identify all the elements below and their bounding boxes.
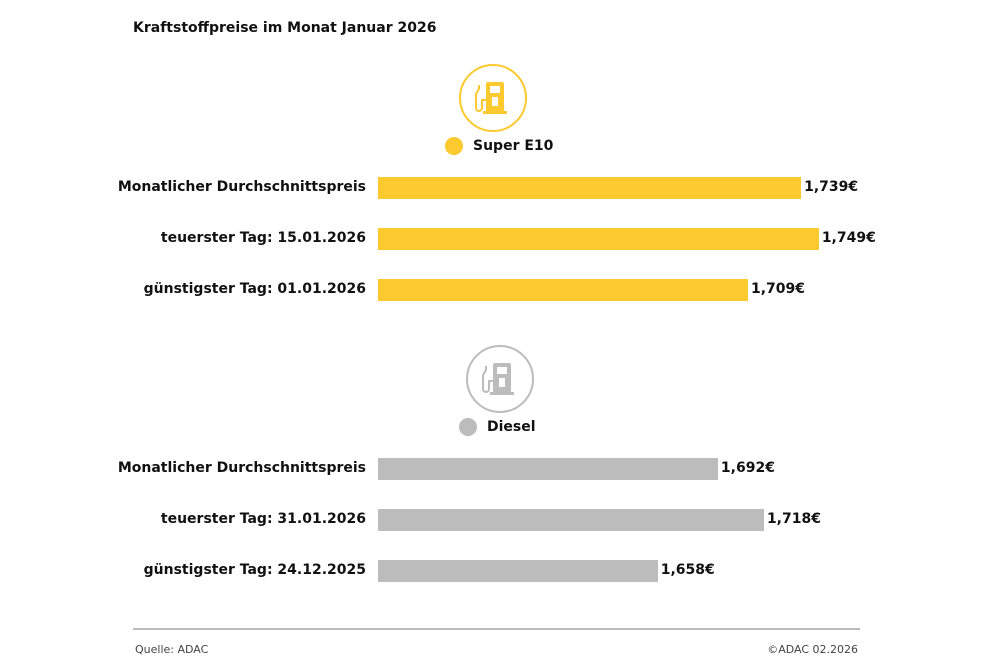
data-label: 1,692€	[720, 460, 775, 476]
source-note: Quelle: ADAC	[135, 643, 209, 656]
data-label: 1,709€	[751, 281, 806, 297]
category-label: Monatlicher Durchschnittspreis	[117, 179, 366, 195]
category-label: teuerster Tag: 31.01.2026	[160, 511, 366, 527]
copyright: ©ADAC 02.2026	[767, 643, 858, 656]
category-label: Monatlicher Durchschnittspreis	[117, 460, 366, 476]
legend-item: Diesel	[459, 418, 536, 436]
fuel-pump-icon	[459, 64, 527, 132]
category-label: günstigster Tag: 24.12.2025	[143, 562, 366, 578]
legend-item: Super E10	[445, 137, 553, 155]
category-label: günstigster Tag: 01.01.2026	[143, 281, 366, 297]
data-label: 1,739€	[804, 179, 859, 195]
bar	[378, 560, 658, 582]
bar	[378, 279, 748, 301]
category-label: teuerster Tag: 15.01.2026	[160, 230, 366, 246]
data-label: 1,658€	[660, 562, 715, 578]
bar	[378, 228, 819, 250]
bar	[378, 177, 802, 199]
legend-swatch	[459, 418, 477, 436]
legend-label: Super E10	[473, 138, 554, 154]
bar	[378, 458, 718, 480]
legend-swatch	[445, 137, 463, 155]
bar	[378, 509, 764, 531]
data-label: 1,749€	[821, 230, 876, 246]
fuel-pump-icon	[466, 345, 534, 413]
legend-label: Diesel	[487, 419, 536, 435]
data-label: 1,718€	[766, 511, 821, 527]
footer-divider	[133, 628, 860, 630]
chart-title: Kraftstoffpreise im Monat Januar 2026	[133, 20, 437, 36]
